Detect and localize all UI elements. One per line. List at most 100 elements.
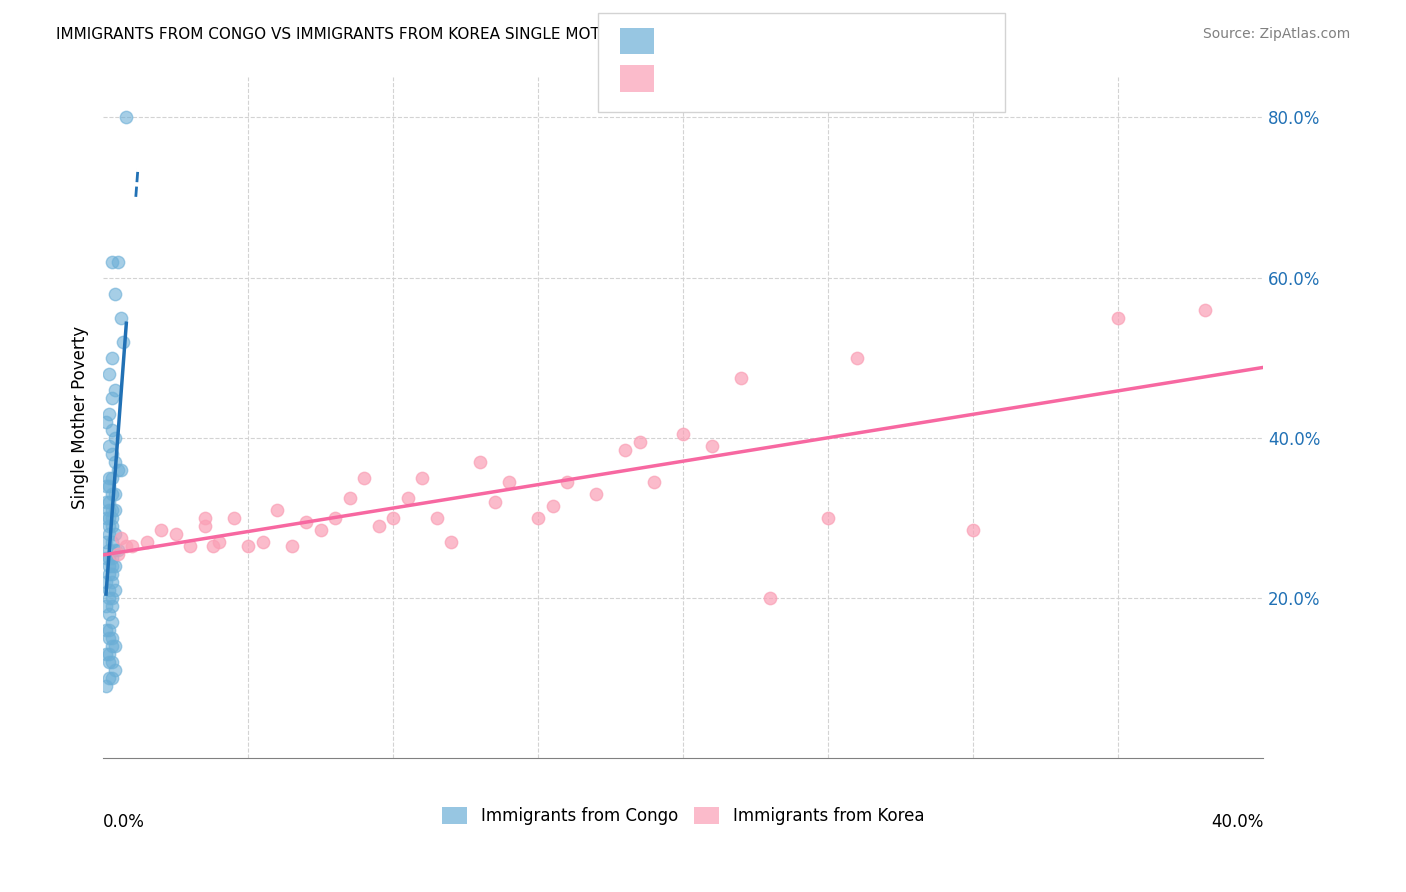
Point [115,111,138,125]
Point [101,447,124,461]
Point [846,351,869,365]
Point [94,415,117,429]
Point [97,367,120,381]
Point [97,495,120,509]
Point [97,471,120,485]
Point [585,487,607,501]
Point [101,535,124,549]
Point [101,423,124,437]
Point [104,431,127,445]
Point [101,503,124,517]
Point [266,503,288,517]
Point [97,671,120,685]
Text: R = 0.472   N = 74: R = 0.472 N = 74 [661,37,845,55]
Point [115,539,138,553]
Point [643,475,665,489]
Point [94,599,117,614]
Point [101,391,124,405]
Point [104,487,127,501]
Point [101,639,124,653]
Point [97,591,120,606]
Point [1107,310,1129,325]
Point [94,535,117,549]
Point [107,463,129,477]
Point [107,254,129,268]
Point [94,495,117,509]
Point [104,455,127,469]
Point [702,439,724,453]
Point [97,607,120,621]
Point [97,503,120,517]
Point [104,583,127,598]
Point [97,647,120,661]
Point [97,479,120,493]
Point [97,631,120,645]
Point [110,463,132,477]
Point [104,286,127,301]
Point [97,543,120,558]
Y-axis label: Single Mother Poverty: Single Mother Poverty [72,326,89,509]
Point [541,499,564,513]
Point [97,583,120,598]
Point [110,531,132,545]
Point [104,639,127,653]
Point [962,523,984,537]
Point [628,434,651,449]
Text: IMMIGRANTS FROM CONGO VS IMMIGRANTS FROM KOREA SINGLE MOTHER POVERTY CORRELATION: IMMIGRANTS FROM CONGO VS IMMIGRANTS FROM… [56,27,876,42]
Point [101,671,124,685]
Point [101,519,124,533]
Point [101,591,124,606]
Point [179,539,201,553]
Point [426,511,449,525]
Point [309,523,332,537]
Point [208,535,231,549]
Point [440,535,463,549]
Point [101,351,124,365]
Point [94,575,117,590]
Point [97,519,120,533]
Point [150,523,173,537]
Point [194,519,217,533]
Point [411,471,433,485]
Point [107,547,129,561]
Point [94,551,117,566]
Point [101,551,124,566]
Point [498,475,520,489]
Point [614,442,637,457]
Point [527,511,550,525]
Point [101,511,124,525]
Point [353,471,375,485]
Point [101,615,124,629]
Point [135,535,157,549]
Point [97,655,120,669]
Point [104,559,127,574]
Legend: Immigrants from Congo, Immigrants from Korea: Immigrants from Congo, Immigrants from K… [436,800,931,831]
Point [110,310,132,325]
Point [396,491,419,505]
Point [104,543,127,558]
Point [323,511,346,525]
Point [94,479,117,493]
Point [104,503,127,517]
Point [252,535,274,549]
Point [382,511,405,525]
Point [94,679,117,693]
Point [101,575,124,590]
Point [94,647,117,661]
Point [202,539,225,553]
Point [295,515,318,529]
Point [97,527,120,541]
Point [339,491,361,505]
Point [280,539,302,553]
Point [470,455,492,469]
Point [101,631,124,645]
Point [97,407,120,421]
Point [104,383,127,397]
Point [112,334,135,349]
Point [101,471,124,485]
Point [555,475,578,489]
Point [101,599,124,614]
Point [367,519,389,533]
Point [101,487,124,501]
Point [222,511,245,525]
